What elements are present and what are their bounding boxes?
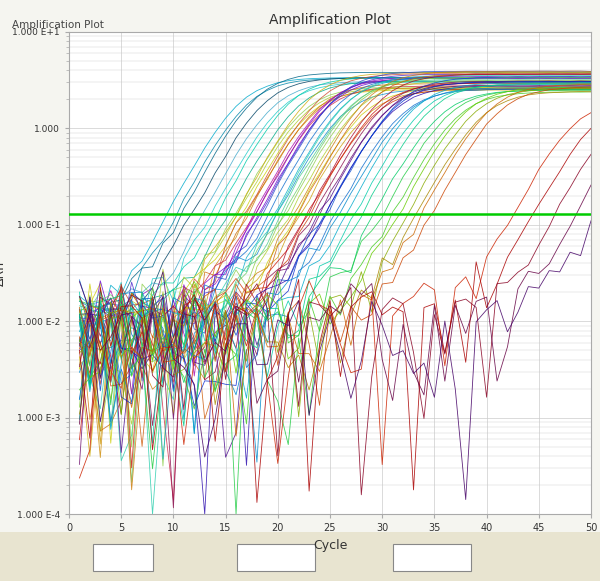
Text: Detector: FAM-MGB: Detector: FAM-MGB xyxy=(12,552,94,561)
X-axis label: Cycle: Cycle xyxy=(313,539,347,552)
Text: Threshold: 0.12910051: Threshold: 0.12910051 xyxy=(327,552,424,561)
Text: FAM-MGB: FAM-MGB xyxy=(95,552,131,561)
FancyBboxPatch shape xyxy=(0,532,600,581)
Text: 0.12910051: 0.12910051 xyxy=(395,552,440,561)
FancyBboxPatch shape xyxy=(393,544,471,571)
FancyBboxPatch shape xyxy=(93,544,153,571)
Text: Amplification Plot: Amplification Plot xyxy=(12,20,104,30)
FancyBboxPatch shape xyxy=(237,544,315,571)
Text: Plot: ΔRn vs. Cycle: Plot: ΔRn vs. Cycle xyxy=(162,552,241,561)
Text: ΔRn vs. Cycle: ΔRn vs. Cycle xyxy=(240,552,292,561)
Y-axis label: ΔRn: ΔRn xyxy=(0,260,7,286)
Title: Amplification Plot: Amplification Plot xyxy=(269,13,391,27)
